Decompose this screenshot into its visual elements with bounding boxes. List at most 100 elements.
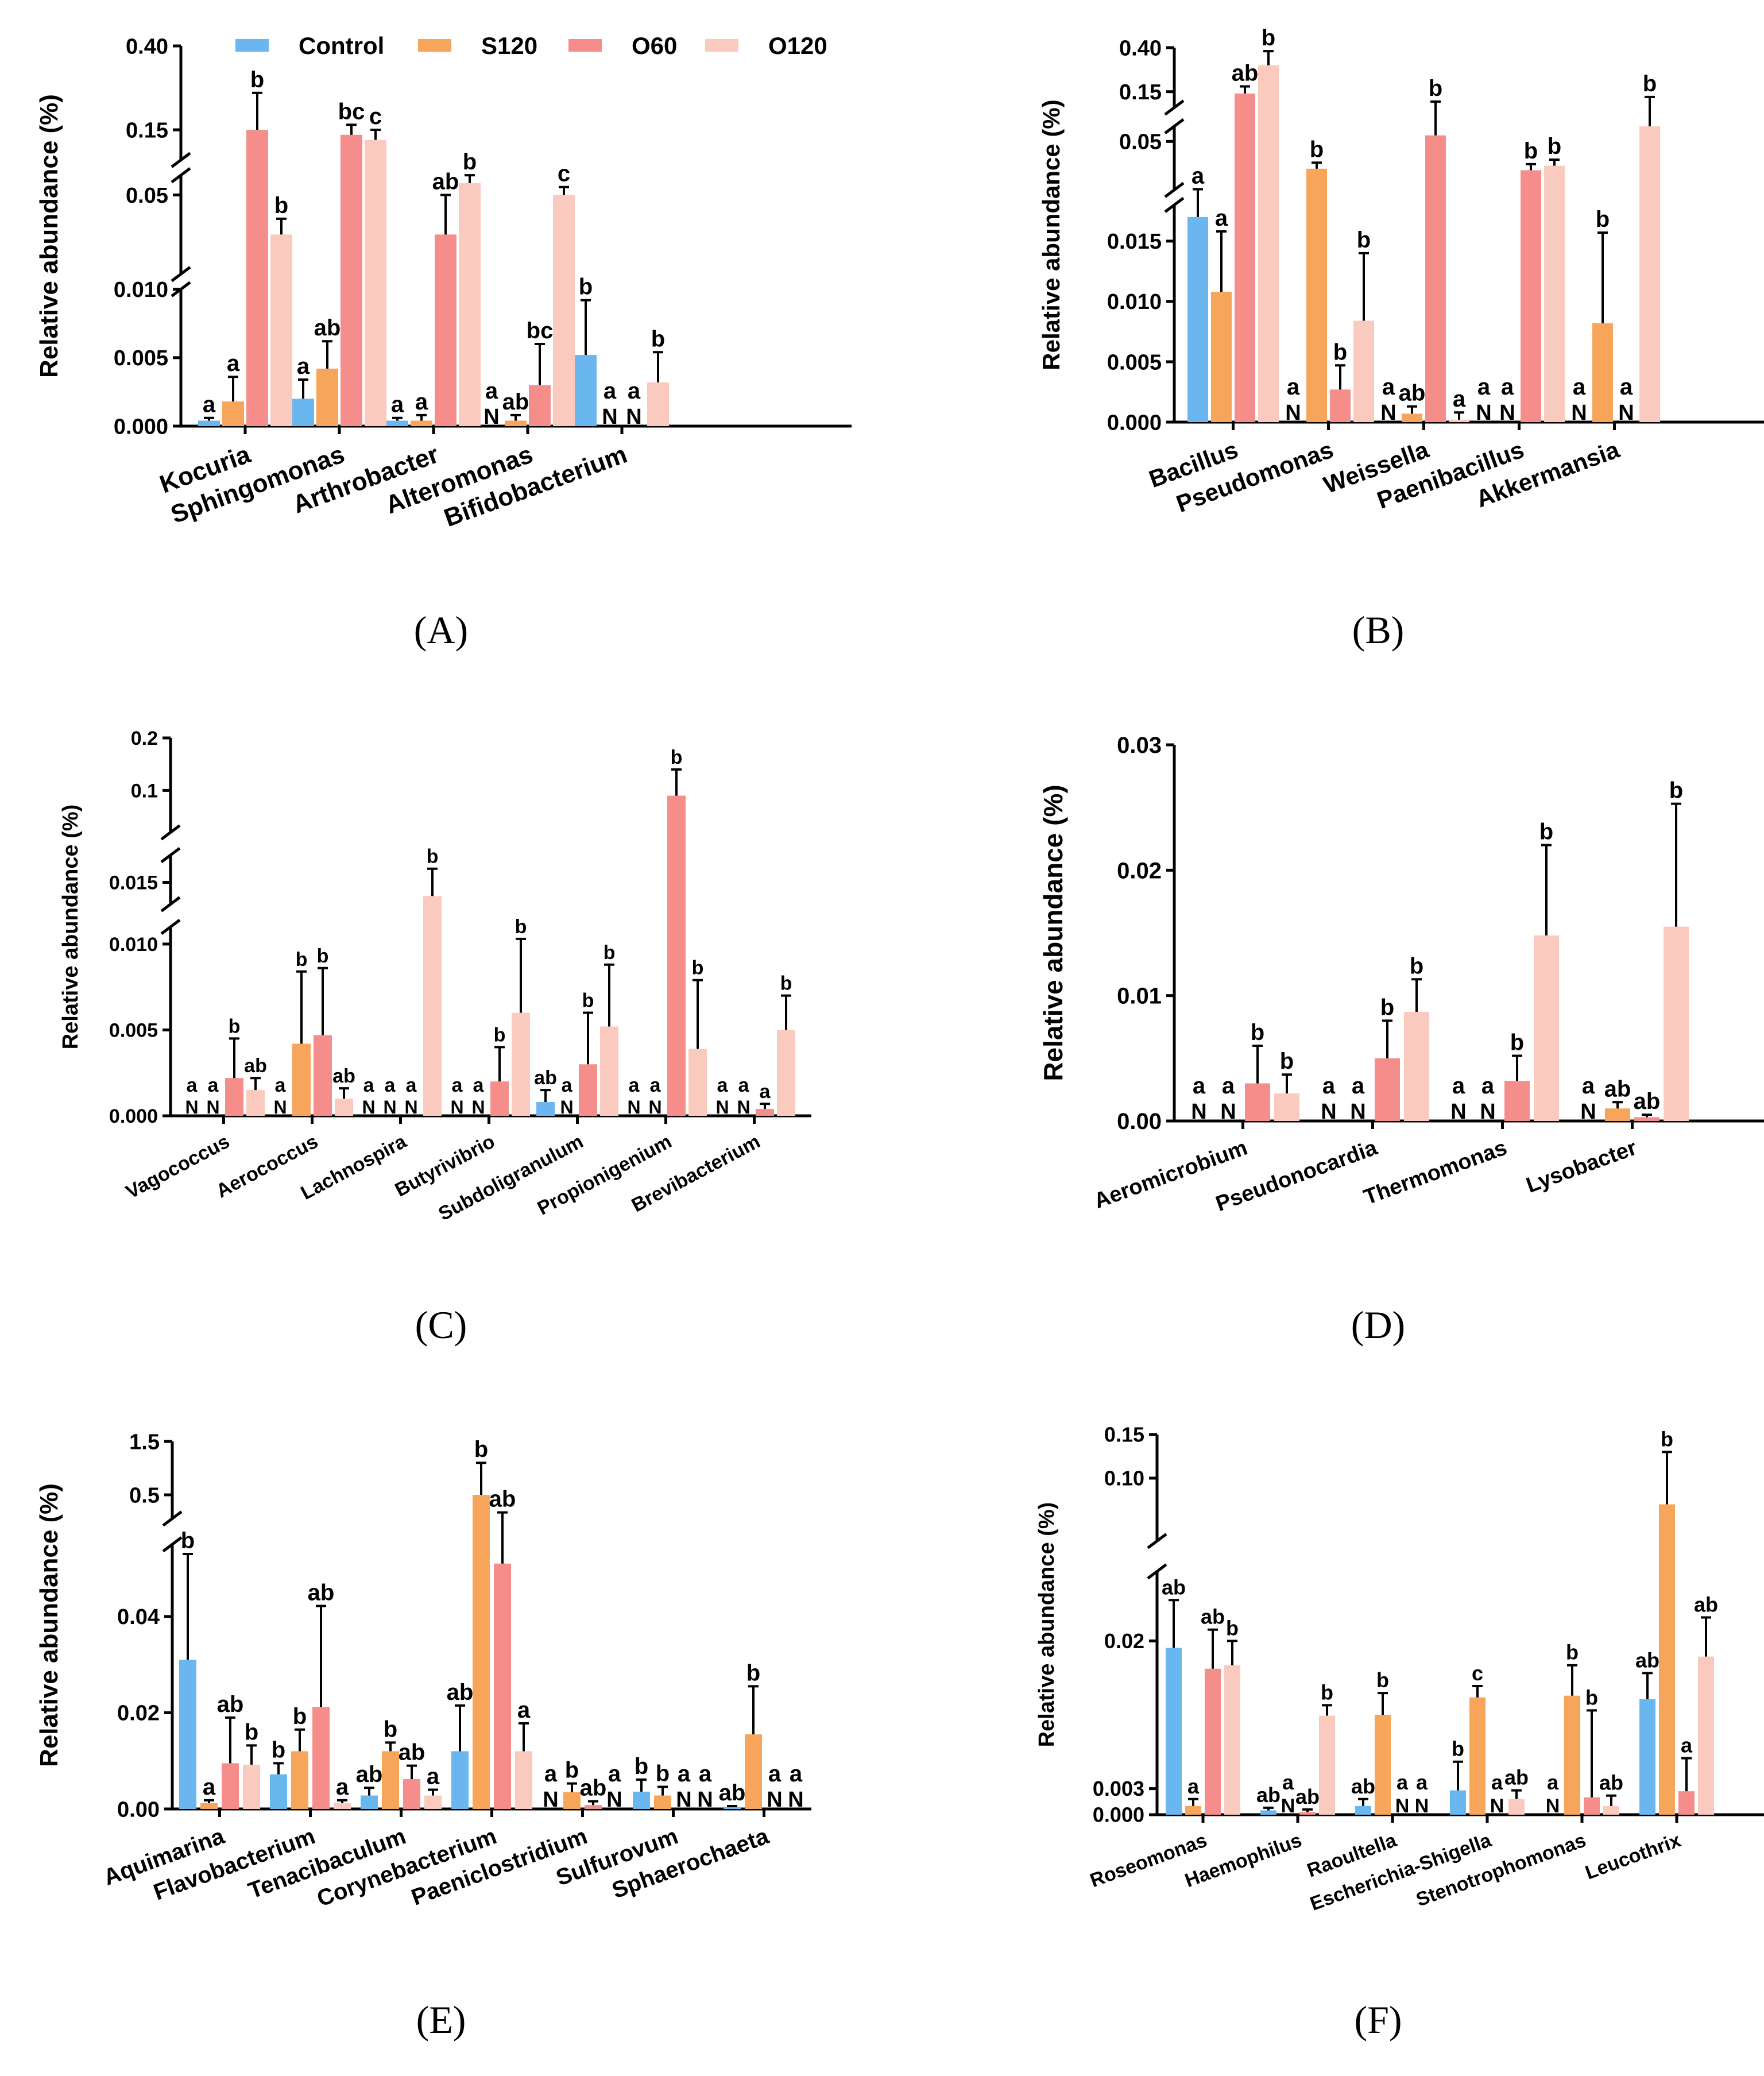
panel-label: (F)	[1354, 1998, 1402, 2042]
y-tick-label: 0.1	[131, 780, 158, 802]
not-detected-mark: N	[1321, 1100, 1336, 1124]
legend-swatch-s120	[418, 39, 451, 52]
bar-o120-escherichia-shigella	[1508, 1799, 1525, 1815]
significance-letter: a	[1681, 1734, 1693, 1757]
not-detected-mark: N	[737, 1097, 750, 1118]
significance-letter: a	[699, 1761, 712, 1787]
y-tick-label: 0.40	[1119, 36, 1162, 60]
not-detected-mark: N	[185, 1097, 198, 1118]
significance-letter: b	[317, 945, 329, 967]
not-detected-mark: N	[1350, 1100, 1365, 1124]
y-tick-label: 0.005	[1107, 350, 1162, 374]
significance-letter: b	[780, 973, 792, 995]
bar-o120-pseudonocardia	[1404, 1012, 1429, 1121]
not-detected-mark: N	[676, 1788, 691, 1812]
bar-s120-tenacibaculum	[382, 1751, 399, 1809]
y-tick-label: 0.010	[109, 934, 158, 956]
significance-letter: a	[1491, 1770, 1503, 1794]
significance-letter: b	[635, 1754, 648, 1779]
category-label: Subdoligranulum	[435, 1131, 587, 1226]
bar-s120-arthrobacter	[411, 420, 432, 426]
significance-letter: ab	[314, 315, 341, 341]
significance-letter: a	[1501, 374, 1514, 400]
significance-letter: a	[473, 1074, 485, 1096]
significance-letter: a	[427, 1764, 440, 1789]
not-detected-mark: N	[273, 1097, 287, 1118]
bar-s120-raoultella	[1375, 1714, 1391, 1815]
not-detected-mark: N	[1415, 1795, 1429, 1817]
significance-letter: a	[1453, 386, 1466, 412]
significance-letter: b	[463, 149, 477, 175]
y-tick-label: 0.15	[1119, 80, 1162, 105]
bar-control-raoultella	[1355, 1806, 1371, 1815]
significance-letter: ab	[1635, 1648, 1659, 1672]
not-detected-mark: N	[450, 1097, 463, 1118]
bar-s120-leucothrix	[1659, 1504, 1675, 1815]
not-detected-mark: N	[1380, 401, 1396, 425]
bar-o120-aerococcus	[335, 1099, 353, 1116]
significance-letter: c	[369, 104, 382, 129]
significance-letter: a	[629, 1074, 640, 1096]
bar-o120-bifidobacterium	[647, 382, 669, 426]
significance-letter: ab	[1694, 1593, 1718, 1617]
axis-break-mark	[1164, 118, 1185, 134]
not-detected-mark: N	[483, 405, 499, 429]
significance-letter: b	[1321, 1680, 1333, 1704]
bar-o60-paeniclostridium	[585, 1805, 602, 1809]
significance-letter: b	[229, 1015, 241, 1037]
significance-letter: a	[1322, 1073, 1336, 1099]
significance-letter: b	[656, 1761, 670, 1786]
not-detected-mark: N	[1476, 401, 1491, 425]
not-detected-mark: N	[1499, 401, 1515, 425]
bar-o60-thermomonas	[1504, 1081, 1530, 1121]
bar-s120-escherichia-shigella	[1469, 1697, 1486, 1815]
significance-letter: ab	[217, 1692, 244, 1717]
significance-letter: a	[452, 1074, 463, 1096]
bar-s120-roseomonas	[1185, 1806, 1201, 1815]
significance-letter: a	[415, 389, 428, 415]
not-detected-mark: N	[543, 1788, 558, 1812]
bar-o120-thermomonas	[1534, 935, 1559, 1121]
significance-letter: b	[296, 949, 308, 971]
bar-o120-aquimarina	[243, 1764, 260, 1809]
bar-o60-roseomonas	[1205, 1668, 1221, 1815]
significance-letter: b	[1357, 227, 1371, 253]
significance-letter: b	[1661, 1427, 1673, 1451]
category-label: Leucothrix	[1583, 1829, 1684, 1884]
y-tick-label: 0.000	[114, 415, 168, 439]
significance-letter: a	[768, 1761, 782, 1787]
significance-letter: b	[384, 1717, 397, 1742]
chart-panel-f: 0.000 0.003 0.02 0.10 0.15 Relative abundance…	[1035, 1423, 1764, 2042]
bar-o60-subdoligranulum	[579, 1064, 597, 1116]
not-detected-mark: N	[1450, 1100, 1466, 1124]
significance-letter: b	[579, 275, 593, 300]
bar-o120-aeromicrobium	[1274, 1093, 1299, 1121]
axis-break-mark	[1147, 1563, 1167, 1580]
significance-letter: a	[1193, 1073, 1206, 1099]
significance-letter: a	[628, 378, 641, 404]
not-detected-mark: N	[1220, 1100, 1236, 1124]
bar-control-haemophilus	[1260, 1810, 1276, 1815]
significance-letter: a	[1582, 1073, 1595, 1099]
not-detected-mark: N	[1285, 401, 1301, 425]
bar-s120-aerococcus	[292, 1043, 311, 1116]
y-tick-label: 0.01	[1117, 984, 1162, 1009]
bar-o60-sphingomonas	[341, 134, 362, 426]
bar-o120-corynebacterium	[515, 1751, 532, 1809]
y-axis-label: Relative abundance (%)	[1035, 1502, 1059, 1748]
y-tick-label: 0.000	[1093, 1803, 1144, 1827]
significance-letter: b	[1452, 1737, 1464, 1761]
significance-letter: ab	[534, 1067, 557, 1089]
y-axis-label: Relative abundance (%)	[1038, 784, 1068, 1081]
bar-o60-aquimarina	[222, 1763, 239, 1809]
bar-control-tenacibaculum	[361, 1795, 378, 1809]
significance-letter: b	[1510, 1030, 1524, 1055]
bar-control-flavobacterium	[270, 1774, 287, 1809]
not-detected-mark: N	[1395, 1795, 1410, 1817]
significance-letter: c	[558, 161, 570, 187]
significance-letter: a	[1352, 1073, 1365, 1099]
legend-swatch-o60	[568, 39, 602, 52]
y-tick-label: 0.15	[126, 118, 168, 142]
not-detected-mark: N	[626, 405, 641, 429]
y-tick-label: 0.005	[109, 1019, 158, 1041]
